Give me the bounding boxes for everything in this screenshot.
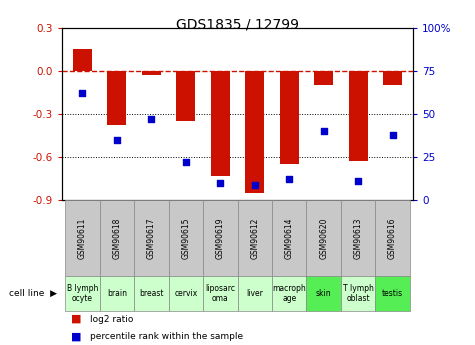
Text: GSM90615: GSM90615 xyxy=(181,217,190,259)
Point xyxy=(217,180,224,186)
Point xyxy=(320,128,327,134)
Point xyxy=(79,90,86,96)
Bar xyxy=(142,71,161,75)
Point xyxy=(148,116,155,122)
Text: GSM90616: GSM90616 xyxy=(388,217,397,259)
Bar xyxy=(176,71,195,121)
Text: breast: breast xyxy=(139,289,163,298)
Point xyxy=(285,177,293,182)
Text: liposarc
oma: liposarc oma xyxy=(205,284,235,303)
Text: GSM90613: GSM90613 xyxy=(353,217,362,259)
Bar xyxy=(107,71,126,125)
Text: GSM90611: GSM90611 xyxy=(78,217,87,259)
Text: skin: skin xyxy=(316,289,332,298)
Text: macroph
age: macroph age xyxy=(272,284,306,303)
Text: GSM90612: GSM90612 xyxy=(250,217,259,259)
Text: liver: liver xyxy=(247,289,263,298)
Text: cell line  ▶: cell line ▶ xyxy=(9,289,57,298)
Text: T lymph
oblast: T lymph oblast xyxy=(342,284,373,303)
Bar xyxy=(280,71,299,164)
Bar xyxy=(314,71,333,85)
Text: B lymph
ocyte: B lymph ocyte xyxy=(67,284,98,303)
Bar xyxy=(245,71,264,193)
Text: brain: brain xyxy=(107,289,127,298)
Bar xyxy=(211,71,230,176)
Bar xyxy=(349,71,368,161)
Text: GSM90619: GSM90619 xyxy=(216,217,225,259)
Point xyxy=(389,132,396,137)
Text: GSM90620: GSM90620 xyxy=(319,217,328,259)
Text: GSM90614: GSM90614 xyxy=(285,217,294,259)
Text: cervix: cervix xyxy=(174,289,198,298)
Point xyxy=(113,137,121,142)
Bar xyxy=(383,71,402,85)
Text: testis: testis xyxy=(382,289,403,298)
Text: log2 ratio: log2 ratio xyxy=(90,315,133,324)
Text: GDS1835 / 12799: GDS1835 / 12799 xyxy=(176,17,299,31)
Text: ■: ■ xyxy=(71,314,82,324)
Text: GSM90617: GSM90617 xyxy=(147,217,156,259)
Point xyxy=(354,178,362,184)
Point xyxy=(251,182,258,187)
Text: GSM90618: GSM90618 xyxy=(113,217,122,259)
Bar xyxy=(73,49,92,71)
Text: ■: ■ xyxy=(71,332,82,341)
Text: percentile rank within the sample: percentile rank within the sample xyxy=(90,332,243,341)
Point xyxy=(182,159,190,165)
